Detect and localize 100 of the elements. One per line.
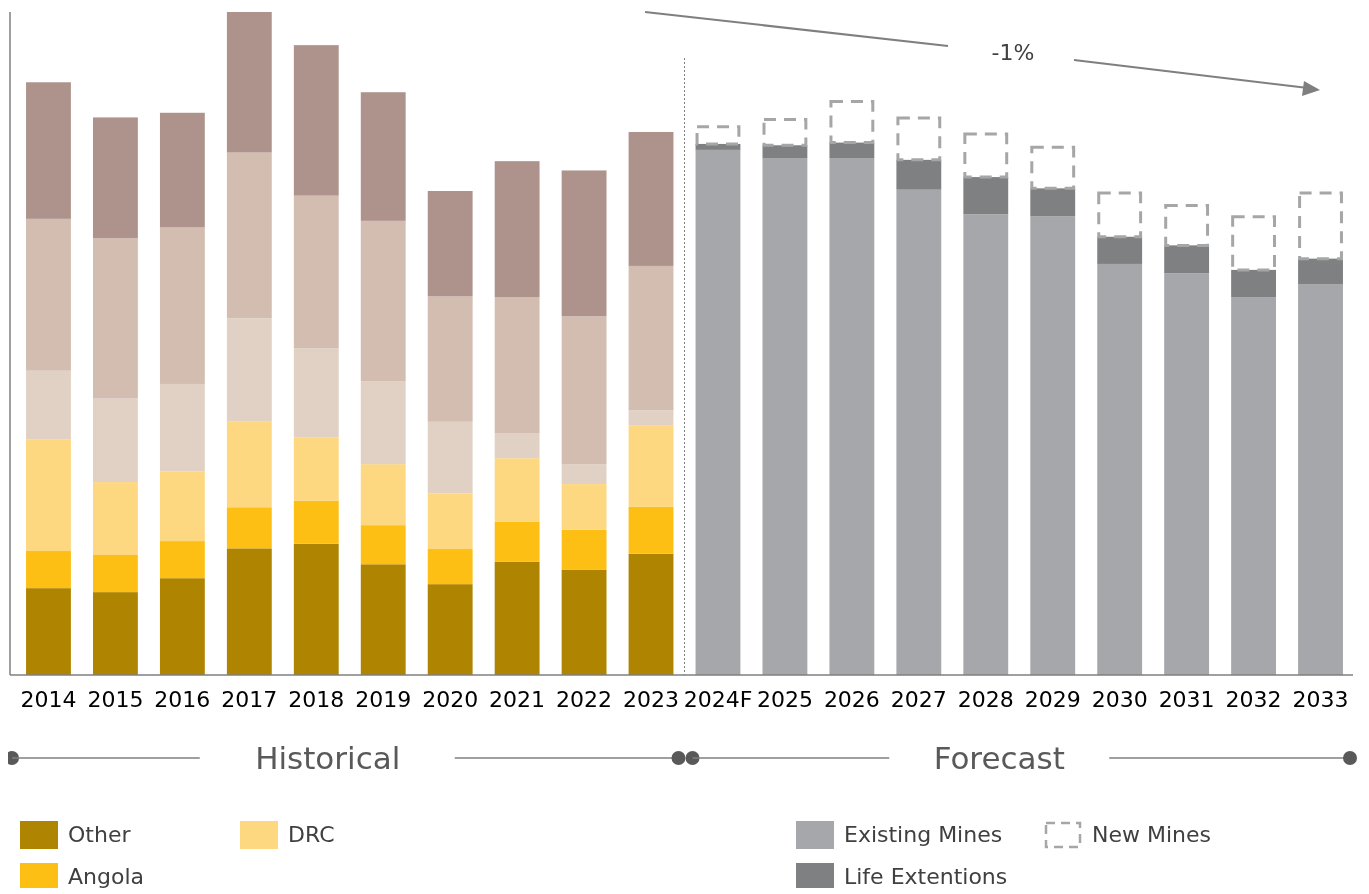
- bar: [628, 132, 674, 266]
- bar: [494, 433, 540, 459]
- legend-label: Life Extentions: [844, 864, 1008, 889]
- bar: [26, 370, 71, 440]
- x-tick-label: 2014: [20, 687, 77, 712]
- bar: [159, 471, 205, 542]
- bar: [829, 142, 875, 159]
- bar: [561, 316, 607, 465]
- bar: [427, 191, 473, 297]
- bar: [427, 493, 473, 550]
- bar: [695, 149, 741, 675]
- x-tick-label: 2016: [154, 687, 211, 712]
- x-tick-label: 2025: [756, 687, 813, 712]
- bar: [561, 170, 607, 317]
- x-tick-label: 2027: [890, 687, 947, 712]
- bar: [561, 484, 607, 530]
- x-tick-label: 2018: [288, 687, 345, 712]
- bar: [360, 525, 406, 565]
- bar: [963, 132, 1009, 179]
- bar: [1231, 269, 1277, 298]
- bar: [494, 458, 540, 522]
- bar: [226, 12, 272, 153]
- bar: [561, 569, 607, 675]
- bar: [92, 398, 138, 483]
- bar: [896, 189, 942, 675]
- bar: [92, 555, 138, 593]
- bar: [1097, 236, 1143, 264]
- bar: [360, 564, 406, 675]
- bar: [360, 464, 406, 526]
- bar: [26, 218, 71, 371]
- bar: [561, 529, 607, 570]
- bar: [963, 177, 1009, 215]
- x-tick-label: 2032: [1225, 687, 1282, 712]
- bar: [1298, 258, 1343, 285]
- x-tick-label: 2023: [623, 687, 680, 712]
- bar: [226, 507, 272, 549]
- bar: [1030, 145, 1076, 190]
- bar: [1030, 188, 1076, 217]
- bar: [762, 117, 808, 147]
- bar: [360, 381, 406, 465]
- bar: [26, 439, 71, 552]
- x-tick-label: 2015: [87, 687, 144, 712]
- x-tick-label: 2017: [221, 687, 278, 712]
- bar: [494, 297, 540, 434]
- bar: [427, 296, 473, 422]
- bar: [1097, 263, 1143, 675]
- x-tick-label: 2022: [556, 687, 613, 712]
- legend-label: New Mines: [1092, 822, 1212, 847]
- bar: [159, 541, 205, 579]
- bar: [427, 549, 473, 585]
- legend-label: Angola: [68, 864, 145, 889]
- bar: [762, 158, 808, 675]
- bar: [1231, 297, 1277, 675]
- x-tick-label: 2024F: [683, 687, 753, 712]
- bar: [494, 561, 540, 675]
- bar: [293, 195, 339, 349]
- legend-label: Other: [68, 822, 132, 847]
- bar: [427, 584, 473, 675]
- bar: [628, 265, 674, 411]
- bar: [159, 112, 205, 228]
- x-tick-label: 2030: [1091, 687, 1148, 712]
- bar: [293, 500, 339, 544]
- bar: [226, 152, 272, 319]
- x-tick-label: 2019: [355, 687, 412, 712]
- bar: [26, 588, 71, 675]
- bar: [26, 551, 71, 589]
- bar: [360, 92, 406, 221]
- bar: [293, 437, 339, 501]
- bar: [896, 116, 942, 162]
- bar: [1097, 191, 1143, 239]
- bar: [829, 158, 875, 675]
- bar: [293, 348, 339, 438]
- bar: [561, 464, 607, 485]
- bar: [92, 482, 138, 555]
- bar: [159, 383, 205, 472]
- bar: [628, 553, 674, 675]
- bar: [628, 506, 674, 554]
- x-tick-label: 2026: [823, 687, 880, 712]
- bar: [92, 592, 138, 675]
- bar: [628, 425, 674, 507]
- bar: [360, 220, 406, 382]
- bar: [1164, 245, 1210, 274]
- x-tick-label: 2028: [957, 687, 1014, 712]
- bar: [762, 145, 808, 159]
- bar: [1164, 273, 1210, 675]
- bar: [896, 159, 942, 190]
- bar: [226, 421, 272, 508]
- bar: [26, 82, 71, 219]
- bar: [92, 117, 138, 239]
- bar: [1298, 284, 1343, 675]
- x-tick-label: 2031: [1158, 687, 1215, 712]
- bar: [159, 227, 205, 384]
- bar: [494, 521, 540, 562]
- x-tick-label: 2033: [1292, 687, 1349, 712]
- annotation: -1%: [991, 40, 1035, 65]
- bar: [226, 318, 272, 422]
- bar: [427, 421, 473, 494]
- text: Forecast: [933, 740, 1065, 776]
- bar: [829, 100, 875, 145]
- bar: [159, 578, 205, 675]
